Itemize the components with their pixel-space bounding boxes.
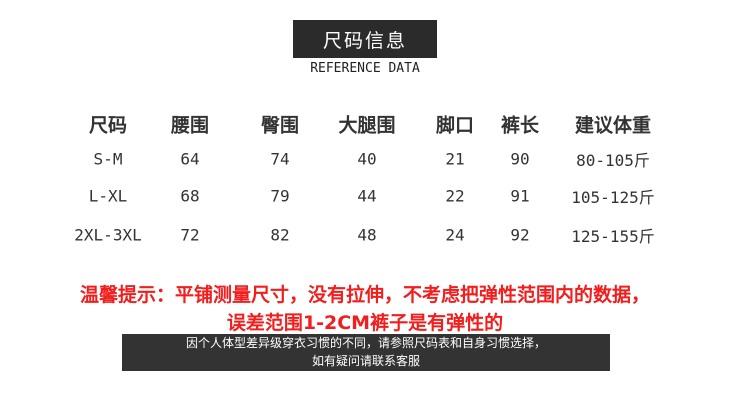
table-cell: 64 [180,149,200,169]
column-header: 臀围 [260,114,300,137]
table-cell: S-M [93,149,123,169]
table-cell: 68 [180,186,200,206]
table-cell: 82 [270,225,290,245]
table-cell: 74 [270,149,290,169]
note-line-2: 如有疑问请联系客服 [311,354,420,368]
note-line-1: 因个人体型差异级穿衣习惯的不同，请参照尺码表和自身习惯选择， [185,336,546,350]
table-cell: 79 [270,186,290,206]
table-cell: 21 [445,149,465,169]
table-cell: 24 [445,225,465,245]
table-cell: 91 [510,186,530,206]
table-cell: 40 [357,149,377,169]
tip-line-1: 温馨提示：平铺测量尺寸，没有拉伸，不考虑把弹性范围内的数据， [79,284,650,306]
note-box: 因个人体型差异级穿衣习惯的不同，请参照尺码表和自身习惯选择， 如有疑问请联系客服 [122,334,610,371]
table-cell: 2XL-3XL [74,225,142,245]
page-title: 尺码信息 [322,29,407,52]
column-header: 建议体重 [574,114,652,137]
table-cell: 90 [510,149,530,169]
table-cell: 22 [445,186,465,206]
title-box: 尺码信息 [293,20,437,58]
table-cell: 44 [357,186,377,206]
column-header: 裤长 [500,114,540,137]
tip-line-2: 误差范围1-2CM裤子是有弹性的 [226,312,504,334]
column-header: 尺码 [88,114,128,137]
table-cell: 105-125斤 [571,188,655,207]
table-cell: 80-105斤 [576,151,650,170]
table-cell: L-XL [88,186,128,206]
table-cell: 92 [510,225,530,245]
table-cell: 72 [180,225,200,245]
column-header: 大腿围 [338,114,396,137]
subtitle: REFERENCE DATA [310,61,420,76]
column-header: 脚口 [435,114,475,137]
table-cell: 125-155斤 [571,227,655,246]
table-cell: 48 [357,225,377,245]
column-header: 腰围 [170,114,210,137]
